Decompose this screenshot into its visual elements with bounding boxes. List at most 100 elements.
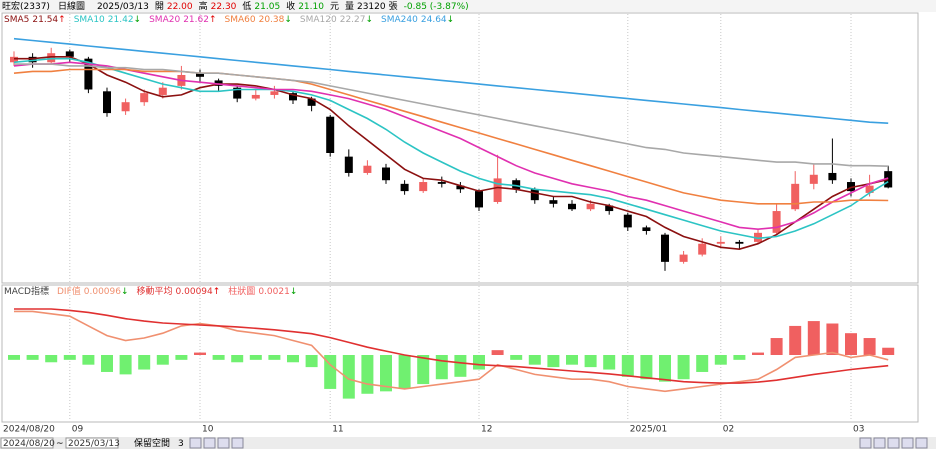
space-label: 保留空間 xyxy=(134,437,170,449)
histogram-bar xyxy=(863,338,876,355)
candle-body xyxy=(344,156,353,173)
view-name: 日線圖 xyxy=(58,0,85,12)
candle-body xyxy=(865,185,874,193)
candle-body xyxy=(400,183,409,192)
toolbar-button[interactable] xyxy=(901,437,914,449)
candle-body xyxy=(623,214,632,228)
legend-value: 0.0021 xyxy=(258,287,290,297)
volume: 23120 xyxy=(357,2,386,12)
candle-body xyxy=(754,232,762,242)
histogram-bar xyxy=(212,355,225,360)
histogram-bar xyxy=(770,338,783,355)
legend: MACD指標 DIF值 0.00096↓ 移動平均 0.00094↑ 柱狀圖 0.0021↓ xyxy=(4,285,297,297)
ma-line xyxy=(13,61,889,231)
item-label: 高 xyxy=(199,0,208,12)
histogram-bar xyxy=(807,321,820,355)
space-value: 3 xyxy=(178,439,184,449)
volume-unit: 張 xyxy=(389,1,398,12)
legend-name: SMA120 xyxy=(300,15,337,25)
candle-body xyxy=(84,58,93,90)
candle-body xyxy=(196,73,204,77)
x-tick-label: 09 xyxy=(72,425,84,435)
histogram-bar xyxy=(417,355,430,385)
separator: ~ xyxy=(56,439,64,449)
histogram-bar xyxy=(547,355,560,368)
toolbar-button[interactable] xyxy=(231,437,244,449)
toolbar-button[interactable] xyxy=(859,437,872,449)
ma-line xyxy=(14,56,889,251)
candle-body xyxy=(140,93,149,103)
histogram-bar xyxy=(733,355,746,360)
candle-body xyxy=(437,182,446,184)
candle-body xyxy=(121,102,130,112)
legend-value: 20.38 xyxy=(259,15,285,25)
legend-name: 柱狀圖 xyxy=(228,285,255,297)
legend-name: SMA240 xyxy=(381,15,418,25)
toolbar-button[interactable] xyxy=(203,437,216,449)
item-value: 21.05 xyxy=(254,2,280,12)
candle-body xyxy=(456,185,465,190)
item-label: 開 xyxy=(155,1,164,12)
candle-body xyxy=(605,205,614,212)
candle-body xyxy=(28,56,37,63)
legend-name: SMA10 xyxy=(74,15,105,25)
x-tick-label: 12 xyxy=(481,425,492,435)
date: 2025/03/13 xyxy=(97,2,149,12)
histogram-bar xyxy=(584,355,597,368)
start-date: 2024/08/20 xyxy=(3,439,55,449)
histogram-bar xyxy=(342,355,355,399)
histogram-bar xyxy=(26,355,39,360)
header: 旺宏(2337) 日線圖 2025/03/13 開 22.00 高 22.30 低 21.05 收… xyxy=(2,0,469,12)
histogram-bar xyxy=(491,350,504,355)
item-value: 21.10 xyxy=(298,2,324,12)
x-tick-label: 11 xyxy=(332,425,343,435)
legend-trend: ↓ xyxy=(447,15,455,25)
toolbar-button[interactable] xyxy=(873,437,886,449)
x-tick-label: 10 xyxy=(202,425,214,435)
legend-trend: ↑ xyxy=(213,287,221,297)
candle-body xyxy=(772,211,781,233)
candle-body xyxy=(475,191,483,208)
ma-line xyxy=(13,68,889,205)
candle-body xyxy=(47,53,56,63)
candle-body xyxy=(530,189,539,201)
price-panel xyxy=(1,12,919,284)
legend-trend: ↓ xyxy=(366,15,374,25)
candle-body xyxy=(735,241,744,244)
candle-body xyxy=(363,165,372,173)
end-date: 2025/03/13 xyxy=(68,439,120,449)
legend-name: 移動平均 xyxy=(137,285,173,297)
legend-value: 22.27 xyxy=(340,15,366,25)
macd-panel xyxy=(1,284,919,423)
histogram-bar xyxy=(194,352,206,355)
stock-name: 旺宏(2337) xyxy=(2,0,50,12)
toolbar-button[interactable] xyxy=(915,437,928,449)
candle-body xyxy=(828,172,837,181)
histogram-bar xyxy=(8,355,20,360)
histogram-bar xyxy=(82,355,95,365)
histogram-bar xyxy=(640,355,653,380)
header-text: 旺宏(2337) 日線圖 2025/03/13 開 22.00 高 22.30 低 21.05 收… xyxy=(2,0,469,12)
candle-body xyxy=(289,93,297,101)
item-value: 22.00 xyxy=(167,2,193,12)
item-label: 低 xyxy=(242,0,251,12)
histogram-bar xyxy=(380,355,392,392)
histogram-bar xyxy=(528,355,541,365)
item-value: 22.30 xyxy=(211,2,237,12)
candle-body xyxy=(10,56,18,63)
toolbar-button[interactable] xyxy=(189,437,202,449)
candle-body xyxy=(847,182,855,192)
legend-value: 21.54 xyxy=(32,15,58,25)
candle-body xyxy=(382,167,390,181)
candle-body xyxy=(809,174,818,184)
histogram-bar xyxy=(714,355,727,365)
ma-line xyxy=(14,63,889,167)
toolbar-button[interactable] xyxy=(217,437,230,449)
histogram-bar xyxy=(882,347,895,355)
toolbar-button[interactable] xyxy=(887,437,900,449)
histogram-bar xyxy=(473,355,485,370)
candle-body xyxy=(661,234,669,262)
legend-value: 21.42 xyxy=(108,15,134,25)
legend-name: SMA60 xyxy=(225,15,256,25)
candle-body xyxy=(65,51,74,57)
